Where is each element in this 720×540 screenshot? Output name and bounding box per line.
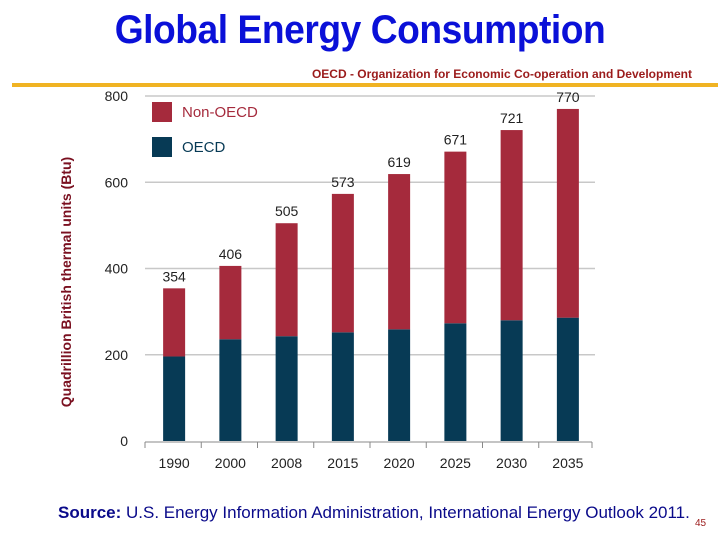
total-label: 619 [387, 154, 411, 170]
bars [163, 108, 579, 441]
bar-non-oecd-2035 [556, 108, 579, 318]
bar-oecd-2020 [388, 329, 411, 441]
total-label: 505 [275, 203, 299, 219]
y-tick-label: 600 [105, 174, 129, 190]
bar-oecd-2015 [331, 332, 354, 441]
y-axis-ticks: 0 200 400 600 800 [105, 88, 129, 449]
bar-oecd-2000 [219, 339, 242, 441]
x-tick-label: 2030 [496, 455, 527, 471]
x-tick-label: 2025 [440, 455, 471, 471]
x-tick-label: 2008 [271, 455, 302, 471]
total-label: 721 [500, 110, 524, 126]
bar-oecd-2035 [556, 317, 579, 441]
bar-oecd-1990 [163, 356, 186, 441]
legend-label: Non-OECD [182, 104, 258, 121]
gridlines [145, 95, 595, 356]
value-labels: 354 406 505 573 619 671 721 770 [162, 89, 579, 284]
source-text: U.S. Energy Information Administration, … [121, 503, 690, 522]
y-tick-label: 200 [105, 347, 129, 363]
page-number: 45 [695, 518, 707, 529]
source-citation: Source: U.S. Energy Information Administ… [58, 503, 690, 523]
x-tick-label: 2000 [215, 455, 246, 471]
bar-non-oecd-2030 [500, 130, 523, 321]
bar-non-oecd-2020 [388, 174, 411, 330]
total-label: 406 [219, 246, 243, 262]
source-label: Source: [58, 503, 122, 522]
total-label: 354 [162, 268, 186, 284]
y-tick-label: 800 [105, 88, 129, 104]
y-tick-label: 0 [120, 433, 128, 449]
legend: Non-OECD OECD [152, 102, 258, 157]
legend-swatch [152, 137, 172, 157]
slide-title: Global Energy Consumption [114, 8, 606, 52]
title-divider [12, 83, 718, 87]
total-label: 770 [556, 89, 580, 105]
bar-non-oecd-2015 [331, 193, 354, 333]
chart-subtitle: OECD - Organization for Economic Co-oper… [311, 67, 692, 81]
bar-oecd-2008 [275, 336, 298, 441]
x-tick-label: 2035 [552, 455, 583, 471]
bar-non-oecd-2025 [444, 151, 467, 324]
bar-non-oecd-2008 [275, 223, 298, 337]
legend-swatch [152, 102, 172, 122]
y-tick-label: 400 [105, 261, 129, 277]
bar-non-oecd-2000 [219, 265, 242, 340]
total-label: 573 [331, 174, 355, 190]
x-tick-label: 2015 [327, 455, 358, 471]
legend-label: OECD [182, 139, 226, 156]
bar-oecd-2030 [500, 320, 523, 441]
x-axis: 1990 2000 2008 2015 2020 2025 2030 2035 [144, 441, 593, 471]
bar-non-oecd-1990 [163, 288, 186, 357]
bar-oecd-2025 [444, 323, 467, 441]
total-label: 671 [444, 132, 468, 148]
x-tick-label: 2020 [384, 455, 415, 471]
x-tick-label: 1990 [159, 455, 190, 471]
